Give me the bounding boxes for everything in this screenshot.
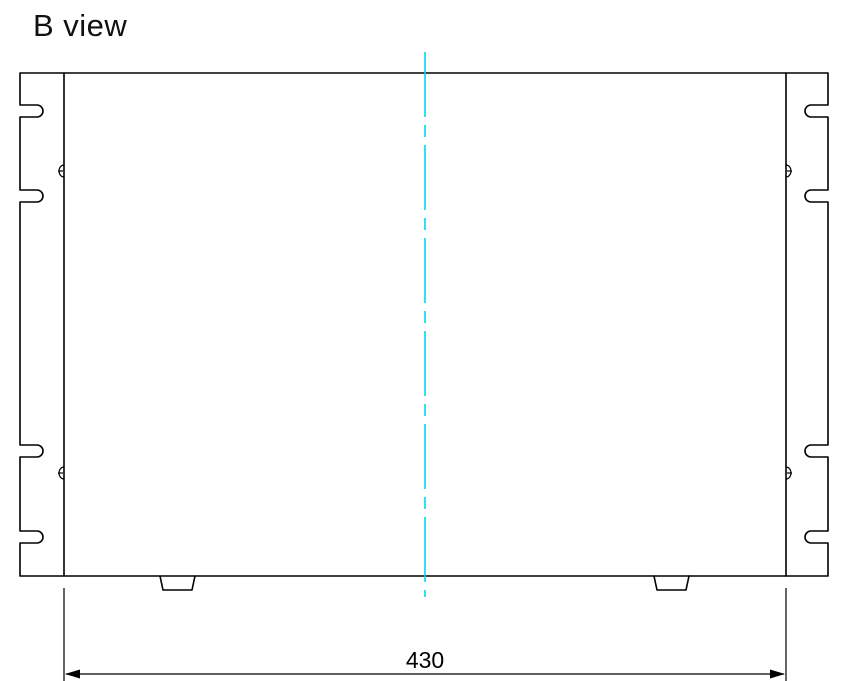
left-foot — [159, 575, 196, 591]
left-bottom-screw — [58, 466, 65, 480]
left-rack-ear — [19, 72, 65, 577]
right-bottom-screw — [785, 466, 792, 480]
left-arrowhead — [65, 669, 80, 679]
view-title: B view — [33, 8, 128, 43]
right-arrowhead — [770, 669, 785, 679]
right-top-screw — [785, 164, 792, 178]
right-rack-ear — [785, 72, 829, 577]
left-top-screw — [58, 164, 65, 178]
width-dimension-label: 430 — [406, 647, 444, 673]
right-foot — [653, 575, 690, 591]
